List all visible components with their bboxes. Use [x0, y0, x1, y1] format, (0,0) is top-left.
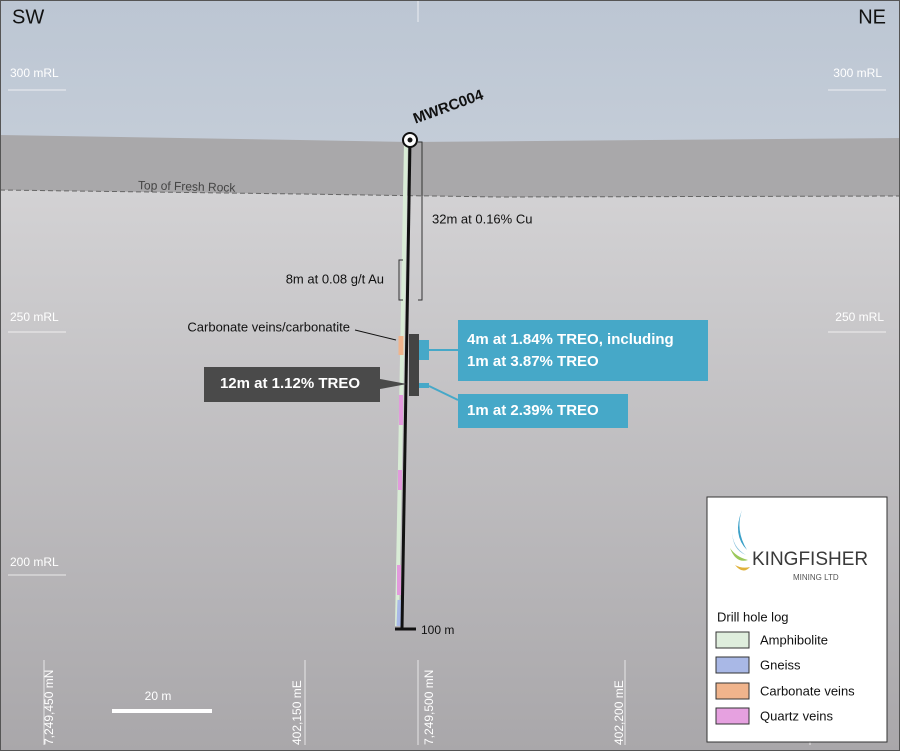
depth-label: 100 m — [421, 623, 454, 637]
logo-subtitle: MINING LTD — [793, 573, 839, 582]
legend-item: Amphibolite — [760, 632, 828, 647]
treo-lower — [419, 383, 429, 388]
copper-bracket — [418, 141, 423, 301]
treo-interval — [409, 334, 419, 396]
legend-swatch — [715, 707, 750, 725]
elevation-label: 300 mRL — [833, 66, 882, 80]
legend-item: Gneiss — [760, 657, 801, 672]
grid-label: 402,150 mE — [290, 680, 304, 745]
scale-label: 20 m — [145, 689, 172, 703]
elevation-label: 250 mRL — [835, 310, 884, 324]
treo-upper-annotation: 4m at 1.84% TREO, including — [467, 331, 674, 348]
elevation-label: 250 mRL — [10, 310, 59, 324]
fresh-rock-label: Top of Fresh Rock — [138, 178, 237, 195]
treo-upper-annotation: 1m at 3.87% TREO — [467, 353, 599, 370]
legend-swatch — [715, 631, 750, 649]
legend-item: Carbonate veins — [760, 683, 855, 698]
treo-upper-box — [458, 320, 708, 381]
treo-lower-box — [458, 394, 628, 428]
copper-annotation: 32m at 0.16% Cu — [432, 211, 532, 226]
elevation-label: 200 mRL — [10, 555, 59, 569]
logo-name: KINGFISHER — [752, 549, 868, 570]
gold-bracket — [398, 259, 403, 301]
direction-sw: SW — [12, 6, 44, 28]
legend-item: Quartz veins — [760, 708, 833, 723]
treo-main-box — [204, 367, 407, 402]
legend — [706, 496, 888, 743]
grid-label: 7,249,450 mN — [42, 670, 56, 745]
gold-annotation: 8m at 0.08 g/t Au — [286, 271, 384, 286]
carbonate-leader — [354, 329, 397, 341]
legend-title: Drill hole log — [717, 609, 789, 624]
treo-main-annotation: 12m at 1.12% TREO — [220, 375, 360, 392]
gneiss-log — [396, 599, 403, 627]
fresh-rock-line — [0, 189, 900, 198]
treo-lower-annotation: 1m at 2.39% TREO — [467, 402, 599, 419]
collar-dot — [407, 137, 413, 143]
treo-lower-leader — [428, 385, 459, 401]
legend-swatch — [715, 682, 750, 700]
carbonate-annotation: Carbonate veins/carbonatite — [187, 319, 350, 334]
grid-label: 402,200 mE — [612, 680, 626, 745]
direction-ne: NE — [858, 6, 886, 28]
elevation-label: 300 mRL — [10, 66, 59, 80]
treo-upper — [419, 340, 429, 360]
quartz-log — [397, 395, 403, 595]
legend-swatch — [715, 656, 750, 674]
grid-label: 7,249,500 mN — [422, 670, 436, 745]
logo-wing — [730, 510, 750, 571]
